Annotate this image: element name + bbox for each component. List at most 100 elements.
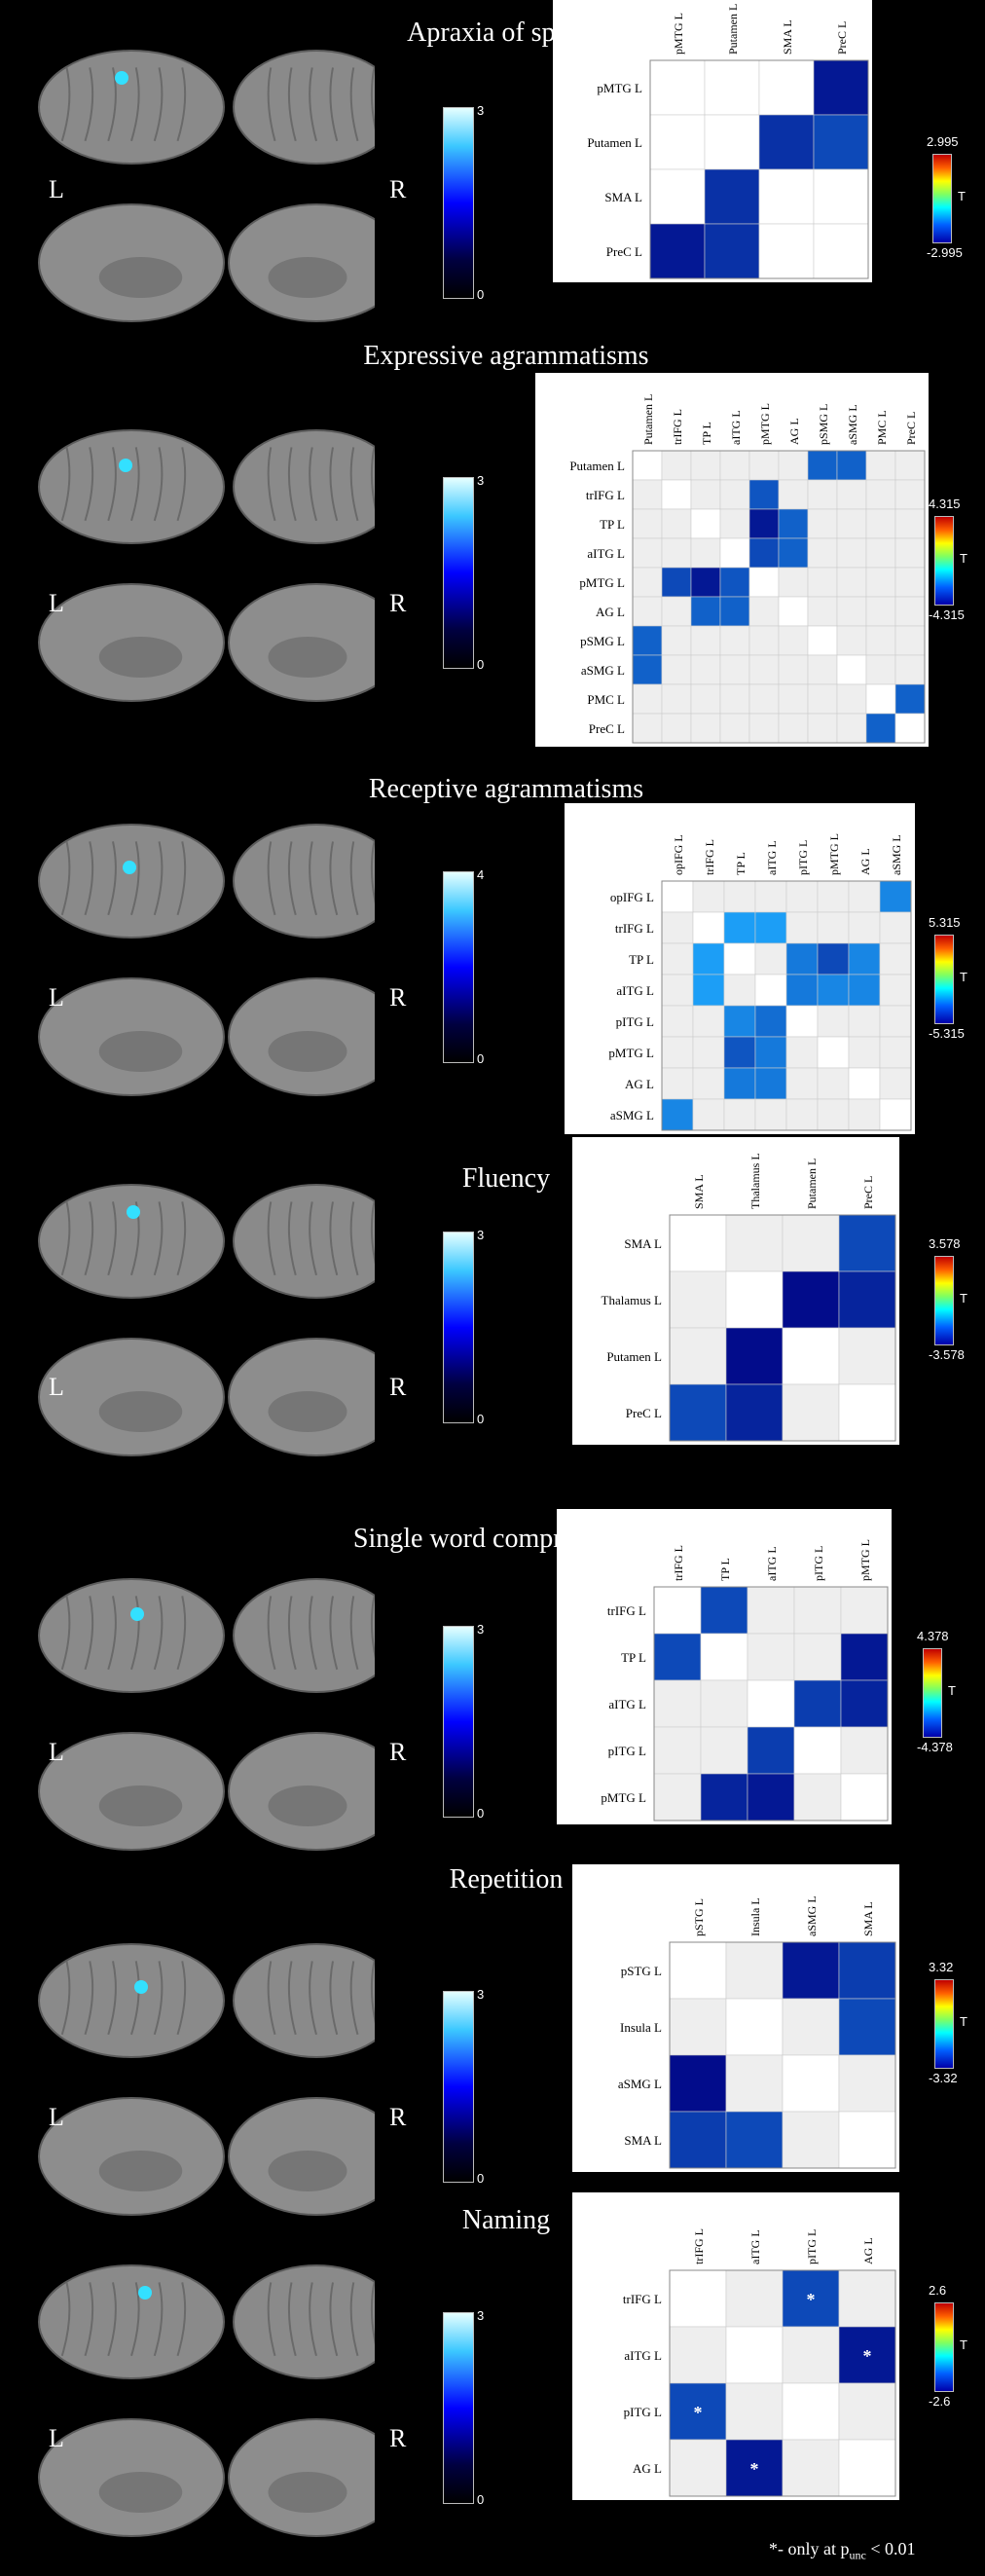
matrix-cell bbox=[747, 1726, 795, 1775]
brain-colorbar-min: 0 bbox=[477, 657, 485, 672]
matrix-cell bbox=[690, 683, 721, 715]
matrix-cell bbox=[723, 1036, 756, 1069]
matrix-col-label: AG L bbox=[858, 848, 872, 875]
matrix-cell bbox=[719, 683, 750, 715]
matrix-cell bbox=[894, 508, 926, 539]
matrix-cell bbox=[807, 567, 838, 598]
brain-surfaces bbox=[38, 1184, 375, 1456]
right-lateral-brain bbox=[233, 824, 375, 938]
matrix-cell bbox=[719, 654, 750, 685]
brain-colorbar-min: 0 bbox=[477, 1806, 485, 1821]
matrix-cell bbox=[748, 479, 780, 510]
matrix-cell bbox=[653, 1586, 702, 1635]
matrix-cell bbox=[747, 1679, 795, 1728]
t-colorbar-max: 2.6 bbox=[929, 2283, 947, 2298]
matrix-frame bbox=[632, 450, 926, 744]
left-lateral-brain bbox=[38, 50, 225, 165]
brain-surfaces bbox=[38, 824, 375, 1096]
matrix-row-label: Putamen L bbox=[587, 135, 642, 150]
hemisphere-right-label: R bbox=[389, 2103, 407, 2131]
matrix-col-label: aITG L bbox=[729, 410, 743, 445]
matrix-col-label: aITG L bbox=[765, 840, 779, 875]
matrix-cell bbox=[700, 1633, 748, 1681]
matrix-col-label: opIFG L bbox=[672, 834, 685, 875]
right-lateral-brain bbox=[233, 429, 375, 544]
significance-star: * bbox=[863, 2346, 872, 2366]
matrix-cell bbox=[879, 1036, 912, 1069]
matrix-cell bbox=[661, 537, 692, 569]
brain-colorbar bbox=[443, 871, 474, 1063]
matrix-cell bbox=[748, 713, 780, 744]
t-colorbar-min: -3.578 bbox=[929, 1347, 965, 1362]
panel-title: Naming bbox=[461, 2205, 551, 2235]
matrix-col-label: TP L bbox=[700, 422, 713, 445]
brain-colorbar bbox=[443, 477, 474, 669]
matrix-cell bbox=[836, 479, 867, 510]
matrix-cell bbox=[723, 911, 756, 944]
matrix-cell bbox=[848, 942, 881, 975]
matrix-cell bbox=[838, 1270, 896, 1329]
t-colorbar-max: 2.995 bbox=[927, 134, 959, 149]
matrix-cell bbox=[879, 1067, 912, 1100]
t-colorbar bbox=[932, 154, 952, 243]
matrix-row-label: trIFG L bbox=[615, 921, 654, 936]
matrix-cell bbox=[838, 1941, 896, 2000]
connectivity-matrix: pMTG L Putamen L SMA L PreC L pMTG L Putamen … bbox=[553, 0, 872, 282]
matrix-cell bbox=[690, 713, 721, 744]
footnote-sub: unc bbox=[849, 2548, 866, 2562]
t-colorbar-label: T bbox=[958, 189, 966, 203]
matrix-cell bbox=[692, 880, 725, 913]
matrix-col-label: aSMG L bbox=[846, 404, 859, 445]
matrix-col-label: aITG L bbox=[748, 2229, 762, 2264]
matrix-frame bbox=[653, 1586, 889, 1822]
matrix-cell bbox=[879, 1098, 912, 1131]
matrix-cell bbox=[725, 1214, 784, 1272]
matrix-cell bbox=[661, 479, 692, 510]
matrix-cell bbox=[848, 911, 881, 944]
matrix-cell bbox=[725, 2382, 784, 2441]
matrix-cell bbox=[653, 1773, 702, 1822]
matrix-cell bbox=[661, 450, 692, 481]
matrix-cell bbox=[778, 479, 809, 510]
right-lateral-brain bbox=[233, 2264, 375, 2379]
matrix-cell bbox=[669, 2326, 727, 2384]
matrix-cell bbox=[758, 114, 815, 170]
matrix-cell bbox=[782, 1270, 840, 1329]
matrix-cell bbox=[807, 450, 838, 481]
matrix-cell bbox=[723, 974, 756, 1007]
matrix-cell bbox=[669, 1383, 727, 1442]
matrix-row-label: aSMG L bbox=[618, 2077, 662, 2091]
matrix-row-label: pMTG L bbox=[608, 1046, 654, 1060]
matrix-cell bbox=[669, 1998, 727, 2056]
matrix-cell bbox=[669, 2111, 727, 2169]
matrix-cell bbox=[632, 567, 663, 598]
brain-colorbar-min: 0 bbox=[477, 2492, 485, 2507]
matrix-cell bbox=[785, 974, 819, 1007]
matrix-col-label: SMA L bbox=[692, 1174, 706, 1209]
hemisphere-left-label: L bbox=[49, 2103, 64, 2131]
matrix-cell bbox=[661, 911, 694, 944]
matrix-cell bbox=[661, 625, 692, 656]
matrix-row-label: TP L bbox=[600, 517, 625, 532]
footnote-suffix: < 0.01 bbox=[865, 2539, 916, 2558]
matrix-cell bbox=[748, 508, 780, 539]
matrix-cell bbox=[894, 450, 926, 481]
brain-surfaces bbox=[38, 2264, 375, 2537]
matrix-row-label: PreC L bbox=[626, 1406, 662, 1420]
matrix-cell bbox=[793, 1679, 842, 1728]
matrix-cell bbox=[838, 1383, 896, 1442]
left-medial-brain bbox=[38, 583, 225, 702]
matrix-cell bbox=[782, 1941, 840, 2000]
matrix-frame bbox=[669, 1214, 896, 1442]
matrix-col-label: TP L bbox=[734, 852, 748, 875]
t-colorbar bbox=[934, 2302, 954, 2392]
brain-colorbar-max: 4 bbox=[477, 867, 485, 882]
matrix-cell bbox=[661, 508, 692, 539]
matrix-col-label: AG L bbox=[787, 418, 801, 445]
matrix-row-label: AG L bbox=[625, 1077, 654, 1091]
right-medial-brain bbox=[228, 2097, 375, 2216]
matrix-row-label: pMTG L bbox=[579, 575, 625, 590]
matrix-cell bbox=[785, 1067, 819, 1100]
matrix-cell bbox=[782, 2111, 840, 2169]
matrix-cell bbox=[704, 59, 760, 116]
